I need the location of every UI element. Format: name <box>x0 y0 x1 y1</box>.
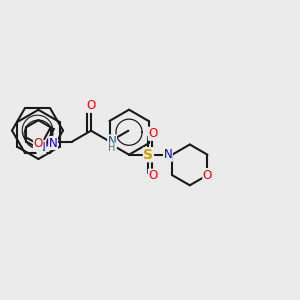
Text: N: N <box>108 135 116 148</box>
Text: O: O <box>86 99 96 112</box>
Text: N: N <box>164 148 172 161</box>
Text: H: H <box>108 143 116 153</box>
Text: S: S <box>143 148 154 162</box>
Text: O: O <box>148 127 158 140</box>
Text: O: O <box>148 169 158 182</box>
Text: O: O <box>34 137 43 150</box>
Text: N: N <box>49 136 58 149</box>
Text: O: O <box>203 169 212 182</box>
Text: N: N <box>37 141 46 154</box>
